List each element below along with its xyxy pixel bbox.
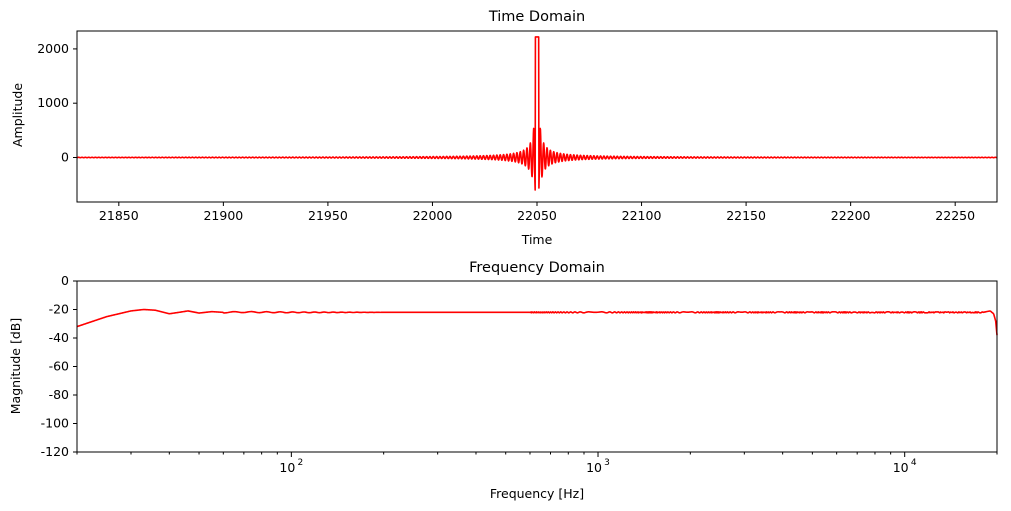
time-domain-axes-frame [76,30,998,203]
time-domain-xlabel: Time [521,232,553,247]
freq-y-tick-label: 0 [61,273,69,288]
time-x-tick-label: 22250 [935,208,975,223]
frequency-domain-ticks: 10 2 10 3 10 40-20-40-60-80-100-120 [41,273,998,475]
freq-y-tick-label: -120 [41,444,69,459]
time-domain-ticks: 21850 21900 21950 22000 22050 22100 22150 22200… [37,41,975,223]
time-domain-chart: Time Domain Time Amplitude 21850 21900 219… [10,9,998,247]
time-domain-series [76,36,998,191]
frequency-domain-chart: Frequency Domain Frequency [Hz] Magnitud… [8,260,998,501]
freq-x-tick-exponent: 2 [297,458,303,468]
freq-y-tick-label: -20 [49,302,69,317]
frequency-domain-ylabel: Magnitude [dB] [8,318,23,414]
frequency-domain-title: Frequency Domain [469,260,605,276]
time-domain-title: Time Domain [488,9,585,25]
time-y-tick-label: 2000 [37,41,69,56]
freq-x-tick-base: 10 [893,460,909,475]
frequency-domain-series [76,308,998,336]
time-y-tick-label: 1000 [37,95,69,110]
freq-x-tick-exponent: 3 [604,458,610,468]
freq-y-tick-label: -100 [41,416,69,431]
frequency-domain-xlabel: Frequency [Hz] [490,486,584,501]
freq-y-tick-label: -60 [49,359,69,374]
freq-y-tick-label: -40 [49,330,69,345]
time-x-tick-label: 22150 [726,208,766,223]
freq-x-tick-base: 10 [279,460,295,475]
freq-x-tick-base: 10 [586,460,602,475]
time-x-tick-label: 22200 [831,208,871,223]
time-x-tick-label: 21950 [308,208,348,223]
freq-x-tick-exponent: 4 [911,458,917,468]
time-x-tick-label: 22000 [413,208,453,223]
time-x-tick-label: 21900 [203,208,243,223]
freq-y-tick-label: -80 [49,387,69,402]
time-domain-ylabel: Amplitude [10,83,25,147]
time-x-tick-label: 21850 [99,208,139,223]
time-x-tick-label: 22100 [622,208,662,223]
time-x-tick-label: 22050 [517,208,557,223]
frequency-domain-axes-frame [76,280,998,453]
time-y-tick-label: 0 [61,149,69,164]
